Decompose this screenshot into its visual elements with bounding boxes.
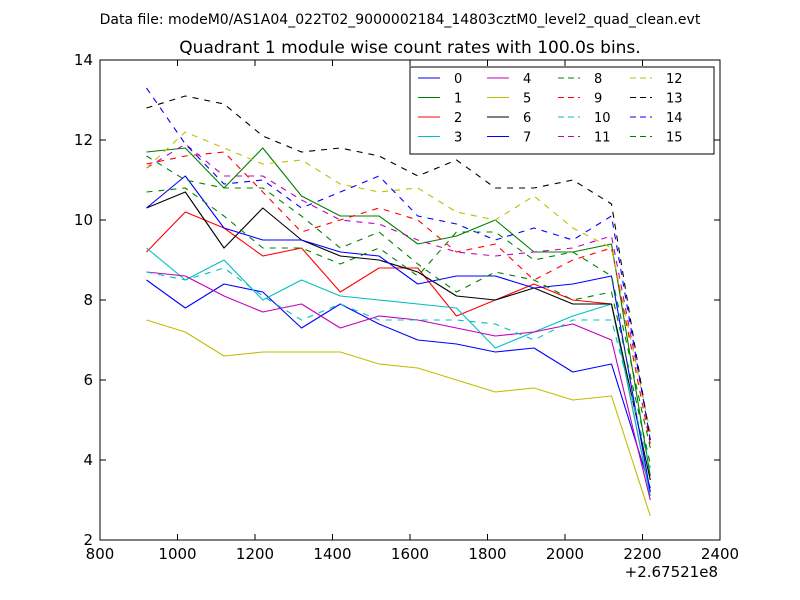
x-tick-label-4: 1600 <box>391 545 429 563</box>
y-tick-label-6: 14 <box>74 51 93 69</box>
x-tick-label-0: 800 <box>86 545 115 563</box>
series-line-12 <box>146 131 651 433</box>
y-tick-label-4: 10 <box>74 211 93 229</box>
legend-label-1: 1 <box>454 92 462 107</box>
plot-frame <box>99 59 721 541</box>
series-layer <box>146 87 651 517</box>
legend-frame <box>409 66 715 155</box>
legend-label-10: 10 <box>594 111 611 126</box>
legend-label-0: 0 <box>454 72 462 87</box>
legend-label-12: 12 <box>666 72 683 87</box>
legend-label-13: 13 <box>666 92 683 107</box>
series-line-0 <box>146 279 651 489</box>
y-tick-label-1: 4 <box>83 451 93 469</box>
legend-label-11: 11 <box>594 131 611 146</box>
y-tick-label-3: 8 <box>83 291 93 309</box>
series-line-7 <box>146 175 651 493</box>
x-tick-label-3: 1400 <box>313 545 351 563</box>
legend-label-2: 2 <box>454 111 462 126</box>
legend-label-4: 4 <box>523 72 531 87</box>
series-line-14 <box>146 87 651 441</box>
series-line-13 <box>146 95 651 441</box>
series-line-8 <box>146 155 651 465</box>
x-axis-offset-label: +2.67521e8 <box>625 563 718 581</box>
legend-label-3: 3 <box>454 131 462 146</box>
legend-label-5: 5 <box>523 92 531 107</box>
series-line-1 <box>146 147 651 477</box>
x-tick-label-8: 2400 <box>701 545 739 563</box>
series-line-10 <box>146 267 651 469</box>
series-line-5 <box>146 319 651 517</box>
legend-label-8: 8 <box>594 72 602 87</box>
y-tick-label-5: 12 <box>74 131 93 149</box>
x-tick-label-1: 1000 <box>158 545 196 563</box>
series-line-9 <box>146 151 651 445</box>
chart-suptitle: Data file: modeM0/AS1A04_022T02_90000021… <box>100 12 701 28</box>
series-line-2 <box>146 211 651 497</box>
tick-layer: 800 1000 1200 1400 1600 1800 2000 2200 2400 2 4 6 8 1… <box>74 51 739 563</box>
legend-label-9: 9 <box>594 92 602 107</box>
series-line-15 <box>146 187 651 449</box>
legend-label-7: 7 <box>523 131 531 146</box>
x-tick-label-2: 1200 <box>236 545 274 563</box>
series-line-6 <box>146 191 651 481</box>
series-line-3 <box>146 247 651 497</box>
y-tick-label-2: 6 <box>83 371 93 389</box>
y-tick-label-0: 2 <box>83 531 93 549</box>
legend-label-14: 14 <box>666 111 683 126</box>
chart-title: Quadrant 1 module wise count rates with … <box>179 38 640 58</box>
x-tick-label-7: 2200 <box>623 545 661 563</box>
legend-label-6: 6 <box>523 111 531 126</box>
series-line-4 <box>146 271 651 501</box>
legend-label-15: 15 <box>666 131 683 146</box>
x-tick-label-6: 2000 <box>546 545 584 563</box>
x-tick-label-5: 1800 <box>468 545 506 563</box>
